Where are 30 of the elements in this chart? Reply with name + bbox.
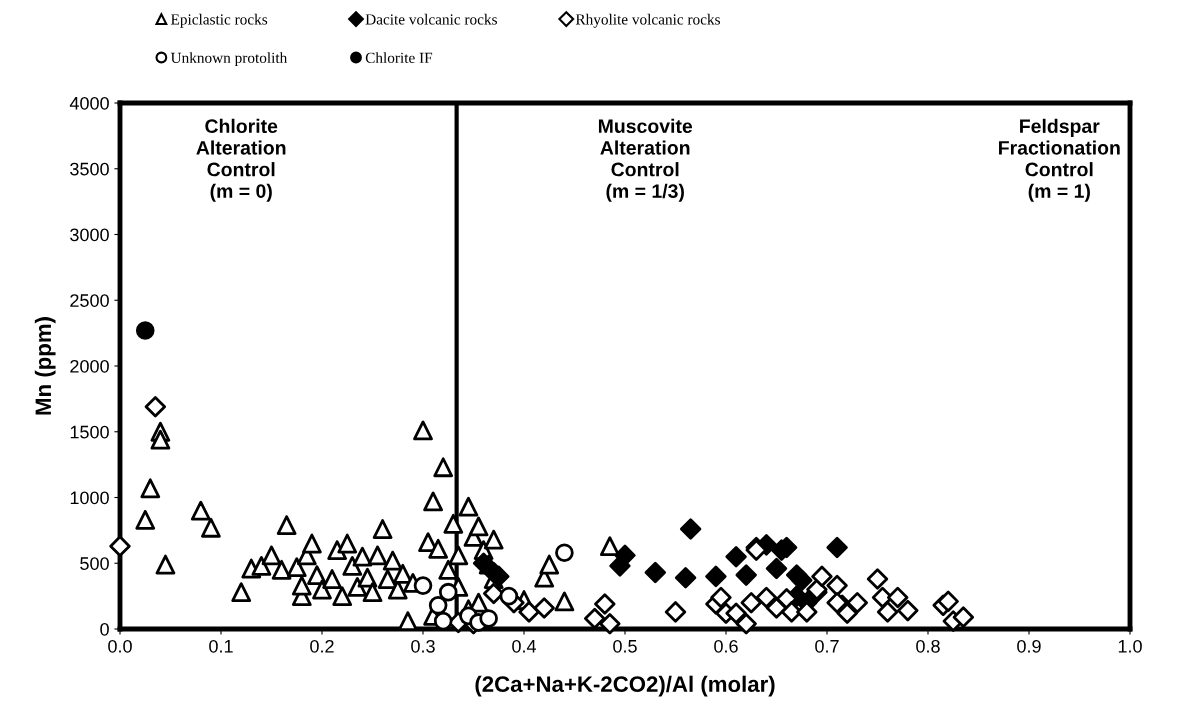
x-tick-label: 0.3 <box>411 639 435 653</box>
y-tick-label: 1500 <box>70 425 109 439</box>
legend-label: Epiclastic rocks <box>170 13 268 28</box>
y-tick-label: 2500 <box>70 294 109 307</box>
y-tick-label: 0 <box>100 622 109 636</box>
legend-label: Rhyolite volcanic rocks <box>575 13 720 28</box>
y-tick-label: 1000 <box>70 491 109 505</box>
x-tick-label: 0.7 <box>815 639 839 653</box>
y-tick-label: 500 <box>80 557 109 570</box>
x-tick-label: 0.1 <box>209 639 233 653</box>
y-axis-title: Mn (ppm) <box>34 317 56 415</box>
x-tick-label: 0.5 <box>613 639 637 653</box>
x-tick-label: 0.0 <box>108 639 132 653</box>
annotation: Chlorite Alteration Control (m = 0) <box>196 118 286 202</box>
y-tick-label: 2000 <box>70 359 109 373</box>
x-axis-title: (2Ca+Na+K-2CO2)/Al (molar) <box>475 675 775 697</box>
legend-label: Chlorite IF <box>365 52 433 63</box>
legend-label: Dacite volcanic rocks <box>365 13 497 25</box>
annotation: Feldspar Fractionation Control (m = 1) <box>999 118 1120 202</box>
legend-label: Unknown protolith <box>170 52 288 67</box>
x-tick-label: 0.4 <box>512 639 537 653</box>
x-tick-label: 0.9 <box>1017 639 1041 653</box>
y-tick-label: 4000 <box>69 96 109 110</box>
x-tick-label: 0.6 <box>714 639 738 653</box>
x-tick-label: 0.8 <box>916 639 940 653</box>
annotation: Muscovite Alteration Control (m = 1/3) <box>598 118 693 202</box>
x-tick-label: 1.0 <box>1118 639 1142 653</box>
y-tick-label: 3000 <box>70 228 109 242</box>
y-tick-label: 3500 <box>70 162 109 176</box>
x-tick-label: 0.2 <box>310 639 334 653</box>
